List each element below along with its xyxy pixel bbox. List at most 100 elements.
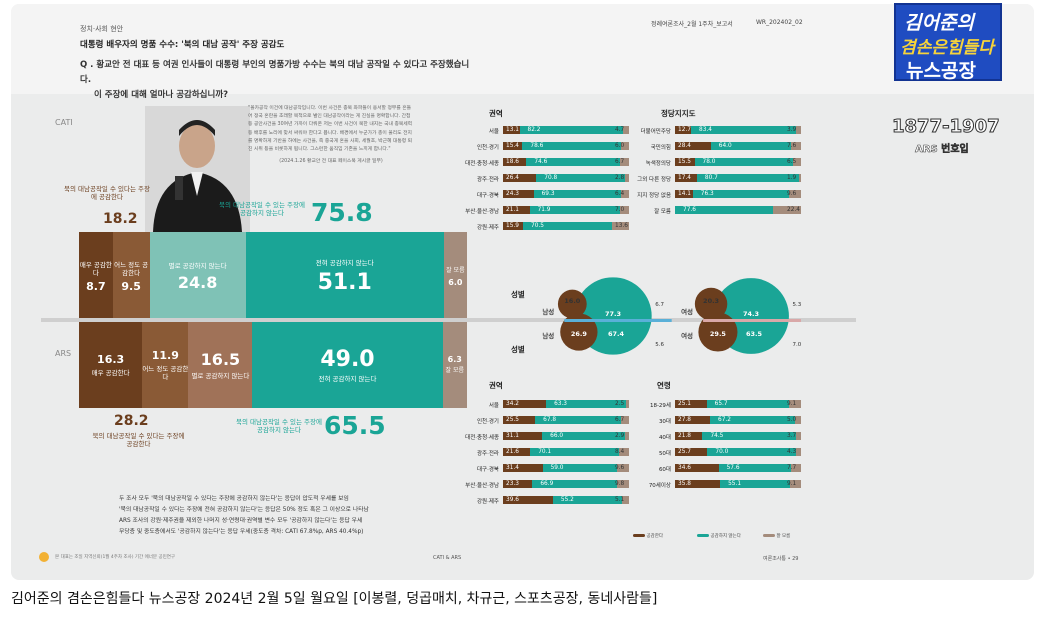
ars-segment-value-2: 16.5 [200, 350, 241, 369]
legend: 공감한다 공감하지 않는다 잘 모름 [633, 533, 823, 543]
age-ars-bar-value: 65.7 [714, 401, 728, 407]
age-ars-dontknow-value: 5.0 [787, 417, 797, 423]
section-label: 정치·사회 현안 [80, 25, 124, 33]
footer-note: 본 대표는 조일 지역신뢰(1월 4주차 조사) 기간 에너분 공민연구 [55, 555, 176, 560]
gender-agree-circle [694, 287, 728, 321]
region-ars-bar-0: 34.2 [503, 400, 547, 408]
region-ars-row-label: 부산·울산·경남 [465, 483, 499, 489]
age-ars-row-label: 18-29세 [649, 403, 671, 409]
party-cati-bar-1: 64.0 [710, 142, 792, 150]
region-ars-dontknow-value: 5.1 [615, 497, 625, 503]
region-cati-bar-1: 69.3 [533, 190, 621, 198]
cati-segment-value-2: 24.8 [177, 273, 218, 292]
region-ars-bar-value: 63.3 [554, 401, 567, 407]
question-text: Q . 황교안 전 대표 등 여권 인사들이 대통령 부인의 명품가방 수수는 … [80, 60, 470, 100]
region-ars-bar-2 [616, 480, 629, 488]
region-cati-bar-0: 26.4 [503, 174, 537, 182]
region-cati-bar-0: 21.1 [503, 206, 530, 214]
ars-disagree-note: 북의 대남공작일 수 있는 주장에 공감하지 않는다 [235, 418, 322, 434]
age-ars-bar-value: 57.6 [726, 465, 740, 471]
party-cati-bar-0: 12.7 [675, 126, 691, 134]
ars-phone-number: 1877-1907 [892, 116, 1001, 138]
news-factory-logo: 김어준의 겸손은힘들다 뉴스공장 [894, 3, 1002, 82]
legend-agree: 공감한다 [633, 533, 663, 539]
region-ars-bar-0: 21.6 [503, 448, 531, 456]
region-cati-bar-1: 70.5 [523, 222, 612, 230]
region-cati-bar-0: 15.9 [503, 222, 524, 230]
region-ars-bar-value: 21.6 [506, 449, 519, 455]
region-cati-bar-value: 69.3 [541, 191, 555, 197]
region-cati-row-label: 인천·경기 [477, 145, 499, 151]
gender-name-ars: 여성 [681, 331, 693, 340]
cati-agree-total: 18.2 [103, 211, 138, 227]
region-ars-bar-1: 70.1 [530, 448, 619, 456]
cati-segment-2: 별로 공감하지 않는다 24.8 [149, 232, 246, 322]
region-ars-bar-0: 25.5 [503, 416, 536, 424]
gender-circles-svg: 77.367.416.026.96.75.6남성남성74.363.520.329… [542, 277, 809, 355]
age-ars-bar-value: 67.2 [718, 417, 731, 423]
region-ars-bar-2 [616, 464, 629, 472]
gender-agree-value-ars: 26.9 [571, 330, 588, 338]
region-cati-row-label: 광주·전라 [477, 177, 499, 183]
region-ars-bar-1: 66.0 [542, 432, 626, 440]
region-ars-chart: 서울 34.2 63.3 2.5 인천·경기 25.5 67.8 6.7 대전·충청·세종 31.… [451, 400, 641, 520]
age-ars-row-label: 60대 [658, 467, 671, 473]
cati-segment-value-0: 8.7 [86, 280, 106, 293]
ars-number-label: ARS 번호입 [915, 144, 969, 156]
cati-segment-0: 매우 공감한다 8.7 [79, 232, 113, 322]
ars-segment-label-4: 잘 모름 [445, 367, 464, 374]
legend-dontknow: 잘 모름 [763, 533, 790, 539]
party-cati-bar-0: 14.1 [675, 190, 693, 198]
cati-disagree-total: 75.8 [311, 198, 373, 227]
party-cati-title: 정당지지도 [661, 109, 696, 118]
age-ars-bar-0: 27.8 [675, 416, 711, 424]
region-cati-bar-0: 18.6 [503, 158, 527, 166]
region-ars-bar-value: 66.0 [550, 433, 564, 439]
party-cati-dontknow-value: 1.9 [787, 175, 797, 181]
region-ars-bar-2 [625, 400, 629, 408]
gender-agree-circle-ars [560, 313, 598, 351]
region-ars-bar-value: 25.5 [506, 417, 519, 423]
party-cati-bar-value: 15.5 [678, 159, 691, 165]
region-cati-bar-1: 78.6 [522, 142, 622, 150]
age-ars-bar-value: 25.1 [678, 401, 691, 407]
report-page: 정치·사회 현안 대통령 배우자의 명품 수수: '북의 대남 공작' 주장 공… [11, 4, 1034, 580]
region-ars-bar-0: 39.6 [503, 496, 553, 504]
party-cati-bar-0: 28.4 [675, 142, 711, 150]
age-ars-bar-0: 34.6 [675, 464, 719, 472]
region-cati-bar-value: 78.6 [530, 143, 544, 149]
age-ars-bar-value: 70.0 [715, 449, 729, 455]
gender-cati-title: 성별 [511, 290, 525, 299]
party-cati-bar-value: 80.7 [704, 175, 718, 181]
region-cati-dontknow-value: 6.7 [615, 159, 625, 165]
ars-segment-1: 11.9 어느 정도 공감한다 [142, 322, 189, 408]
party-cati-bar-2 [792, 158, 801, 166]
region-ars-bar-2 [620, 416, 629, 424]
region-ars-bar-1: 55.2 [552, 496, 623, 504]
age-ars-bar-1: 65.7 [706, 400, 790, 408]
summary-text: 두 조사 모두 '북의 대남공작일 수 있다는 주장에 공감하지 않는다'는 응… [119, 496, 369, 535]
region-ars-bar-value: 55.2 [560, 497, 574, 503]
party-cati-row-label: 더불어민주당 [640, 129, 671, 135]
party-cati-bar-value: 77.6 [683, 207, 696, 213]
footer-center: CATI & ARS [433, 555, 462, 561]
cati-segment-label-1: 어느 정도 공감한다 [114, 261, 149, 277]
gender-name: 여성 [681, 307, 693, 316]
region-ars-bar-1: 67.8 [535, 416, 621, 424]
region-cati-bar-value: 15.4 [506, 143, 519, 149]
region-cati-bar-value: 13.1 [506, 127, 519, 133]
party-cati-bar-value: 64.0 [718, 143, 732, 149]
politician-photo [145, 106, 250, 232]
region-cati-bar-1: 82.2 [519, 126, 624, 134]
gender-dontknow-value-ars: 7.0 [793, 342, 801, 348]
cati-segment-label-0: 매우 공감한다 [79, 261, 112, 277]
region-ars-dontknow-value: 2.9 [615, 433, 625, 439]
age-ars-bar-0: 25.1 [675, 400, 707, 408]
age-ars-row-label: 50대 [658, 451, 671, 457]
ars-disagree-total: 65.5 [324, 411, 386, 440]
gender-agree-value: 20.3 [703, 297, 719, 305]
ars-segment-0: 16.3 매우 공감한다 [79, 322, 143, 408]
region-ars-bar-value: 34.2 [506, 401, 519, 407]
age-ars-bar-2 [795, 448, 801, 456]
region-ars-bar-value: 31.1 [506, 433, 519, 439]
